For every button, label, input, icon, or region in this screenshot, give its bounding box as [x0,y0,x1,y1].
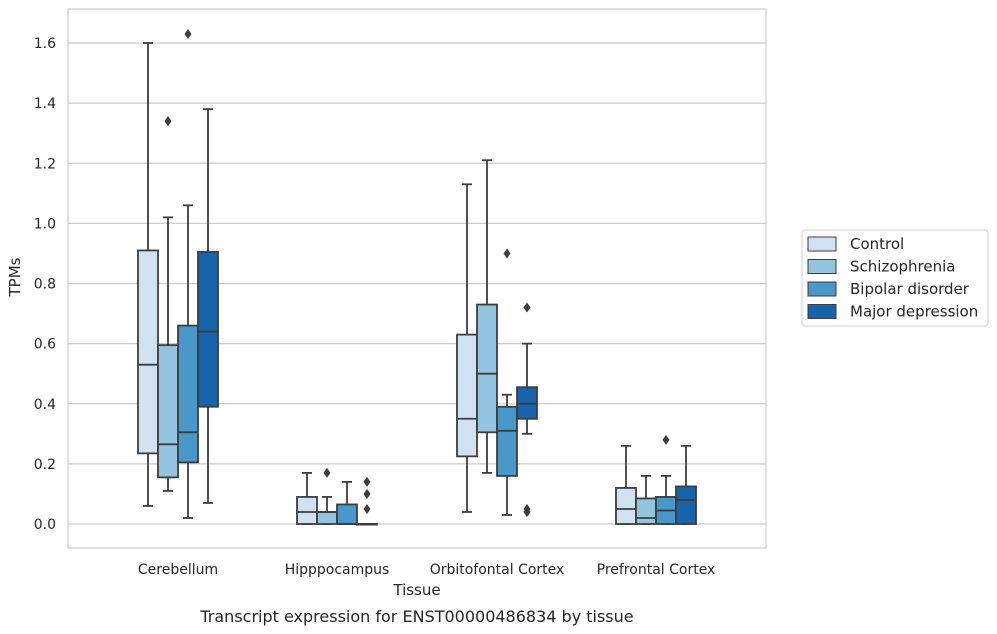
box-iqr [635,497,657,525]
box-major-depression [356,476,378,526]
legend-label: Schizophrenia [850,258,955,276]
box-iqr [615,487,637,525]
legend-swatch [807,236,837,252]
outlier-marker [662,434,670,445]
outlier-marker [523,503,531,514]
box-bipolar-disorder [655,434,677,525]
legend-swatch [807,259,837,274]
box-iqr [157,344,179,479]
box-iqr [675,485,697,525]
box-iqr [336,503,358,525]
outlier-marker [363,503,371,514]
outlier-marker [184,28,192,39]
box-major-depression [197,108,219,504]
box-major-depression [675,444,697,525]
y-tick-label: 0.4 [34,397,56,413]
y-tick-label: 1.4 [34,96,56,112]
x-tick-label: Hipppocampus [285,562,390,578]
y-tick-label: 0.6 [34,337,56,353]
box-schizophrenia [157,116,179,492]
chart-caption: Transcript expression for ENST0000048683… [199,607,633,626]
outlier-marker [503,248,511,259]
legend-label: Control [850,235,904,253]
plot-frame [67,8,767,549]
x-tick-label: Prefrontal Cortex [597,562,716,578]
box-iqr [197,251,219,408]
legend-swatch [807,281,837,297]
box-iqr [296,496,318,525]
legend-frame [801,229,989,327]
box-bipolar-disorder [336,481,358,525]
y-axis-label: TPMs [6,257,24,297]
box-bipolar-disorder [496,248,518,516]
y-tick-label: 1.6 [34,36,56,52]
y-tick-label: 0.2 [34,457,56,473]
legend-label: Major depression [850,303,978,321]
box-control [456,183,478,513]
x-tick-label: Cerebellum [138,562,218,578]
box-control [296,471,318,525]
y-axis-ticks: 0.0 0.2 0.4 0.6 0.8 1.0 1.2 1.4 1.6 [34,36,56,533]
x-axis-label: Tissue [392,581,440,599]
y-tick-label: 0.8 [34,277,56,293]
legend: Control Schizophrenia Bipolar disorder Majo… [801,229,989,327]
box-iqr [496,405,518,477]
box-iqr [476,303,498,434]
box-schizophrenia [316,467,338,525]
box-schizophrenia [635,474,657,525]
x-tick-label: Orbitofontal Cortex [430,562,565,578]
box-iqr [177,324,199,464]
box-iqr [137,249,159,455]
box-iqr [316,511,338,525]
outlier-marker [363,488,371,499]
outlier-marker [164,116,172,127]
x-axis-ticks: Cerebellum Hipppocampus Orbitofontal Corte… [138,562,715,578]
outlier-marker [523,302,531,313]
outlier-marker [323,467,331,478]
legend-label: Bipolar disorder [850,280,970,298]
box-major-depression [516,302,538,517]
y-tick-label: 0.0 [34,517,56,533]
y-tick-label: 1.0 [34,216,56,232]
legend-swatch [807,304,837,319]
box-bipolar-disorder [177,28,199,519]
box-iqr [456,333,478,458]
y-tick-label: 1.2 [34,156,56,172]
box-schizophrenia [476,159,498,474]
box-plot-marks [137,28,697,526]
outlier-marker [363,476,371,487]
